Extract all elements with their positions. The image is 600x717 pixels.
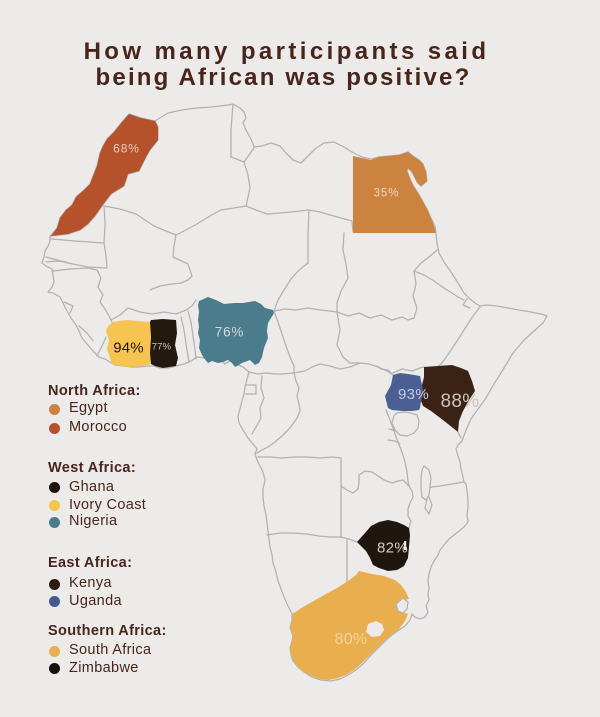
svg-text:68%: 68% [113, 141, 140, 155]
svg-text:94%: 94% [113, 339, 144, 356]
svg-text:76%: 76% [215, 325, 244, 340]
svg-text:88%: 88% [441, 391, 480, 412]
svg-text:93%: 93% [398, 386, 429, 403]
svg-text:35%: 35% [373, 187, 399, 199]
svg-text:77%: 77% [152, 341, 172, 352]
svg-text:80%: 80% [335, 631, 368, 648]
svg-text:82%: 82% [377, 539, 408, 556]
